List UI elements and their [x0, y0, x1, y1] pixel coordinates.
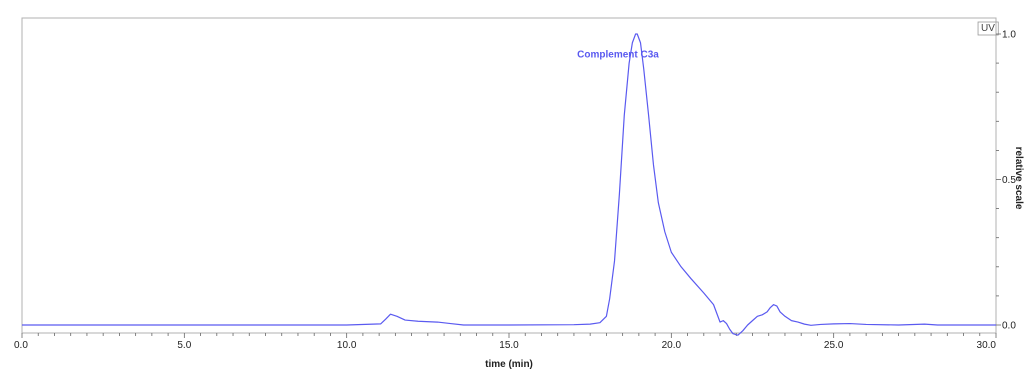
x-tick-label: 30.0 [977, 340, 997, 351]
x-tick-label: 5.0 [177, 340, 191, 351]
y-axis-title: relative scale [1013, 147, 1024, 210]
x-tick-label: 20.0 [662, 340, 682, 351]
x-tick-label: 25.0 [824, 340, 844, 351]
y-axis-ticks [996, 33, 1001, 326]
x-tick-label: 10.0 [337, 340, 357, 351]
annotation-layer: Complement C3a [577, 49, 659, 60]
x-axis-title: time (min) [485, 359, 533, 369]
y-tick-label: 0.0 [1002, 321, 1016, 332]
legend-box [977, 21, 999, 36]
y-tick-label: 1.0 [1002, 30, 1016, 41]
y-axis-tick-labels: 0.0 0.5 1.0 [1002, 30, 1016, 332]
series-layer [22, 33, 996, 336]
uv-trace-line [22, 33, 996, 336]
x-axis-ticks [21, 333, 997, 338]
legend-label: UV [981, 23, 995, 34]
y-tick-label: 0.5 [1002, 175, 1016, 186]
x-tick-label: 15.0 [499, 340, 519, 351]
x-tick-label: 0.0 [14, 340, 28, 351]
plot-area-frame [21, 17, 997, 334]
peak-annotation: Complement C3a [577, 49, 659, 60]
x-axis-tick-labels: 0.0 5.0 10.0 15.0 20.0 25.0 30.0 [14, 340, 996, 351]
